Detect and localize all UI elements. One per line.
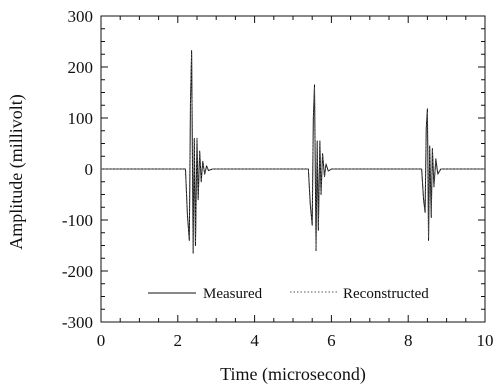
- y-tick-label: 0: [85, 160, 94, 179]
- y-axis-title: Amplitude (millivolt): [6, 94, 27, 250]
- y-tick-label: -300: [62, 313, 93, 332]
- x-tick-label: 6: [327, 331, 336, 350]
- x-tick-label: 4: [250, 331, 259, 350]
- legend-measured-label: Measured: [203, 286, 263, 302]
- x-tick-label: 10: [477, 331, 494, 350]
- tick-labels: 0 2 4 6 8 10 300 200 100 0 -100 -200 -300: [62, 7, 494, 350]
- y-tick-label: 200: [68, 58, 94, 77]
- y-tick-label: 100: [68, 109, 94, 128]
- x-tick-label: 2: [174, 331, 183, 350]
- x-tick-label: 0: [97, 331, 106, 350]
- legend: Measured Reconstructed: [148, 286, 429, 302]
- x-tick-label: 8: [404, 331, 413, 350]
- y-tick-label: -100: [62, 211, 93, 230]
- x-axis-title: Time (microsecond): [220, 364, 366, 384]
- y-tick-label: 300: [68, 7, 94, 26]
- series-layer: [101, 50, 485, 254]
- legend-reconstructed-label: Reconstructed: [343, 286, 429, 302]
- axis-ticks: [100, 15, 486, 323]
- series-line-reconstructed: [101, 53, 485, 252]
- y-tick-label: -200: [62, 262, 93, 281]
